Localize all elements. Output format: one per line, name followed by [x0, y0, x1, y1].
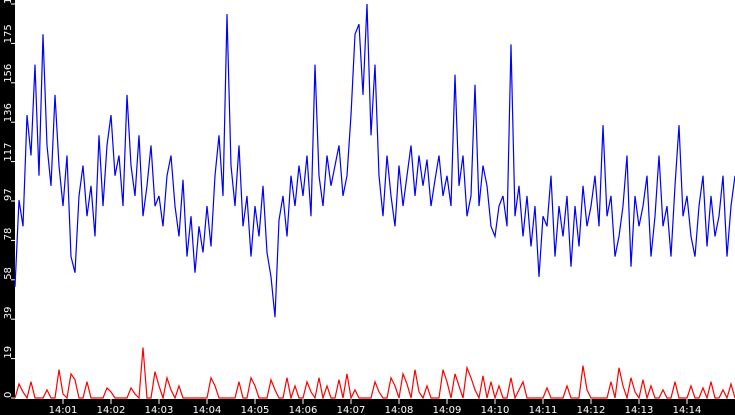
x-tick-label: 14:08 [385, 405, 414, 415]
y-tick-label: 117 [3, 143, 14, 162]
x-tick-label: 14:11 [529, 405, 558, 415]
x-tick-label: 14:13 [625, 405, 654, 415]
x-tick-label: 14:09 [433, 405, 462, 415]
x-tick-label: 14:05 [241, 405, 270, 415]
x-tick-label: 14:01 [49, 405, 78, 415]
y-tick-label: 156 [3, 64, 14, 83]
x-tick-label: 14:02 [97, 405, 126, 415]
x-tick-label: 14:12 [577, 405, 606, 415]
y-tick-label: 195 [3, 0, 14, 4]
series-line-0 [14, 3, 735, 318]
y-tick-label: 97 [3, 188, 14, 201]
y-tick-label: 39 [3, 306, 14, 319]
x-tick-label: 14:03 [145, 405, 174, 415]
x-tick-label: 14:07 [337, 405, 366, 415]
series-points-0 [14, 3, 735, 318]
y-tick-label: 78 [3, 228, 14, 241]
x-tick-label: 14:04 [193, 405, 222, 415]
y-tick-label: 0 [3, 392, 14, 398]
series-group [14, 3, 735, 401]
y-tick-label: 175 [3, 24, 14, 43]
y-tick-label: 19 [3, 346, 14, 359]
y-axis: 0 19 39 58 78 97 117 136 156 175 195 [3, 0, 15, 399]
x-tick-label: 14:10 [481, 405, 510, 415]
series-points-1 [14, 347, 735, 399]
y-tick-label: 136 [3, 103, 14, 122]
x-tick-label: 14:06 [289, 405, 318, 415]
x-axis: 14:01 14:02 14:03 14:04 14:05 14:06 14:07 14:08… [49, 399, 702, 415]
y-tick-label: 58 [3, 267, 14, 280]
x-tick-label: 14:14 [673, 405, 702, 415]
